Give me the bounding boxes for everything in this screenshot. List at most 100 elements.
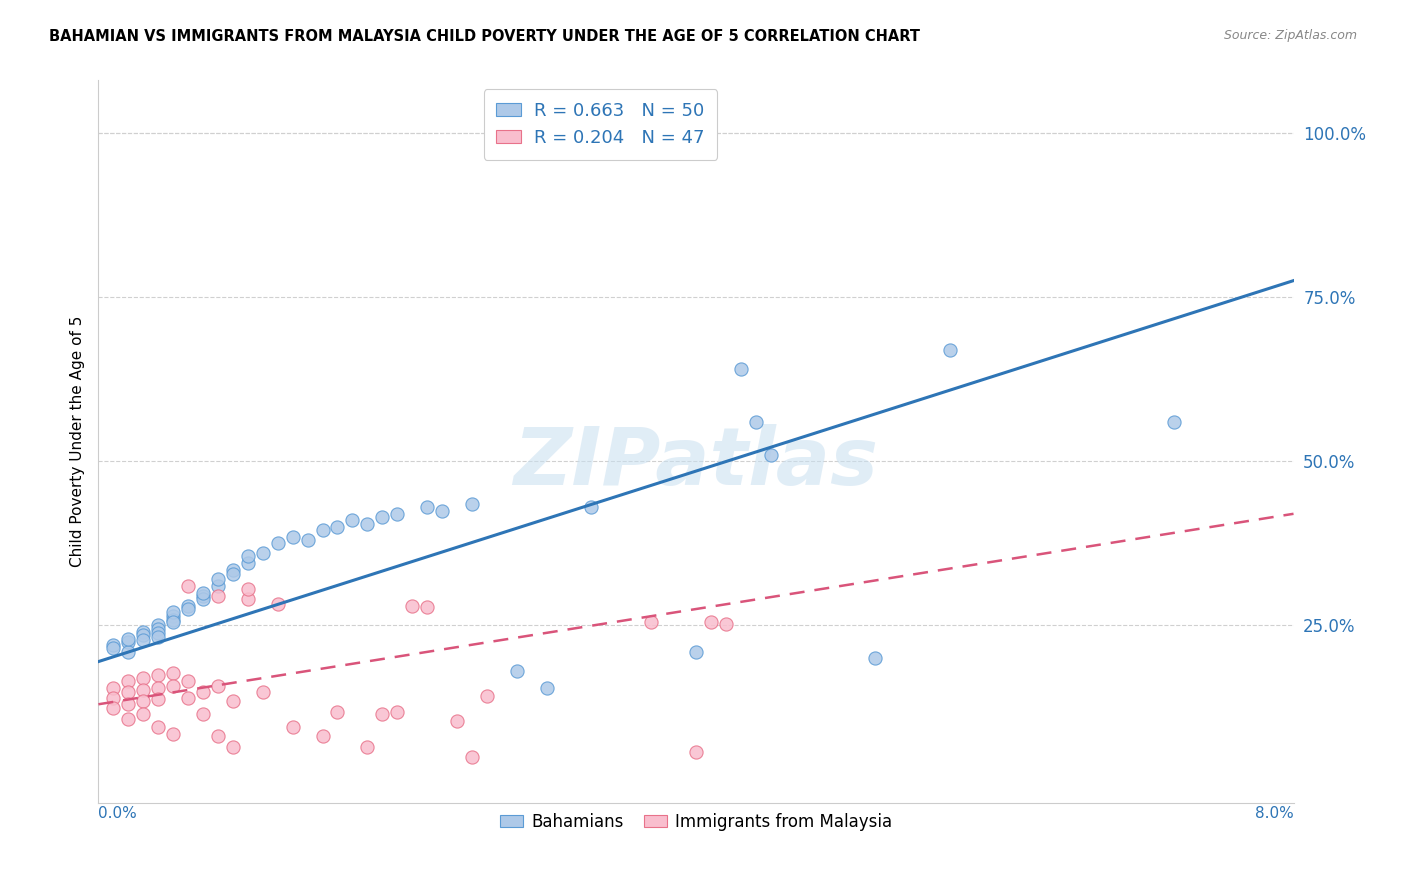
Point — [865, 651, 887, 665]
Point — [207, 679, 229, 693]
Point — [103, 638, 125, 652]
Point — [311, 729, 333, 743]
Point — [207, 729, 229, 743]
Text: 8.0%: 8.0% — [1254, 806, 1294, 821]
Point — [177, 602, 200, 616]
Point — [132, 625, 155, 640]
Point — [191, 585, 214, 599]
Point — [132, 682, 155, 697]
Point — [281, 720, 304, 734]
Point — [162, 615, 184, 630]
Point — [236, 556, 259, 570]
Point — [297, 533, 319, 547]
Point — [745, 415, 768, 429]
Point — [416, 600, 439, 615]
Point — [222, 694, 245, 708]
Point — [177, 599, 200, 613]
Point — [162, 613, 184, 627]
Point — [385, 507, 409, 521]
Point — [326, 520, 349, 534]
Point — [148, 667, 170, 681]
Point — [236, 582, 259, 597]
Point — [148, 626, 170, 640]
Point — [162, 727, 184, 741]
Point — [342, 513, 364, 527]
Point — [475, 690, 498, 704]
Point — [117, 685, 139, 699]
Point — [371, 510, 394, 524]
Point — [148, 630, 170, 644]
Point — [162, 608, 184, 623]
Y-axis label: Child Poverty Under the Age of 5: Child Poverty Under the Age of 5 — [69, 316, 84, 567]
Point — [132, 707, 155, 722]
Point — [132, 671, 155, 685]
Point — [461, 749, 484, 764]
Text: BAHAMIAN VS IMMIGRANTS FROM MALAYSIA CHILD POVERTY UNDER THE AGE OF 5 CORRELATIO: BAHAMIAN VS IMMIGRANTS FROM MALAYSIA CHI… — [49, 29, 920, 45]
Point — [506, 665, 529, 679]
Point — [730, 362, 752, 376]
Point — [177, 690, 200, 705]
Point — [103, 700, 125, 714]
Point — [117, 674, 139, 689]
Point — [222, 563, 245, 577]
Point — [1163, 415, 1185, 429]
Point — [581, 500, 603, 515]
Point — [132, 628, 155, 642]
Point — [236, 549, 259, 564]
Point — [117, 712, 139, 726]
Point — [103, 681, 125, 695]
Point — [177, 674, 200, 689]
Point — [356, 739, 378, 754]
Point — [252, 685, 274, 699]
Point — [461, 497, 484, 511]
Point — [103, 690, 125, 705]
Point — [117, 645, 139, 659]
Point — [356, 516, 378, 531]
Point — [685, 645, 707, 659]
Point — [252, 546, 274, 560]
Point — [446, 714, 468, 728]
Point — [536, 681, 558, 695]
Point — [132, 632, 155, 647]
Text: ZIPatlas: ZIPatlas — [513, 425, 879, 502]
Legend: Bahamians, Immigrants from Malaysia: Bahamians, Immigrants from Malaysia — [494, 806, 898, 838]
Point — [311, 523, 333, 537]
Point — [281, 530, 304, 544]
Point — [416, 500, 439, 515]
Point — [939, 343, 962, 357]
Text: Source: ZipAtlas.com: Source: ZipAtlas.com — [1223, 29, 1357, 43]
Point — [700, 615, 723, 630]
Point — [117, 632, 139, 646]
Point — [267, 536, 290, 550]
Point — [103, 641, 125, 656]
Point — [117, 635, 139, 649]
Point — [326, 705, 349, 719]
Point — [132, 694, 155, 708]
Point — [430, 503, 453, 517]
Point — [191, 589, 214, 603]
Point — [117, 698, 139, 712]
Point — [714, 617, 737, 632]
Point — [385, 705, 409, 719]
Text: 0.0%: 0.0% — [98, 806, 138, 821]
Point — [371, 707, 394, 722]
Point — [236, 592, 259, 607]
Point — [222, 567, 245, 582]
Point — [162, 665, 184, 680]
Point — [191, 685, 214, 699]
Point — [148, 720, 170, 734]
Point — [162, 679, 184, 693]
Point — [148, 692, 170, 706]
Point — [759, 448, 782, 462]
Point — [267, 598, 290, 612]
Point — [207, 573, 229, 587]
Point — [148, 618, 170, 632]
Point — [191, 592, 214, 607]
Point — [148, 681, 170, 695]
Point — [191, 707, 214, 722]
Point — [222, 739, 245, 754]
Point — [401, 599, 423, 613]
Point — [148, 622, 170, 636]
Point — [640, 615, 662, 630]
Point — [162, 605, 184, 619]
